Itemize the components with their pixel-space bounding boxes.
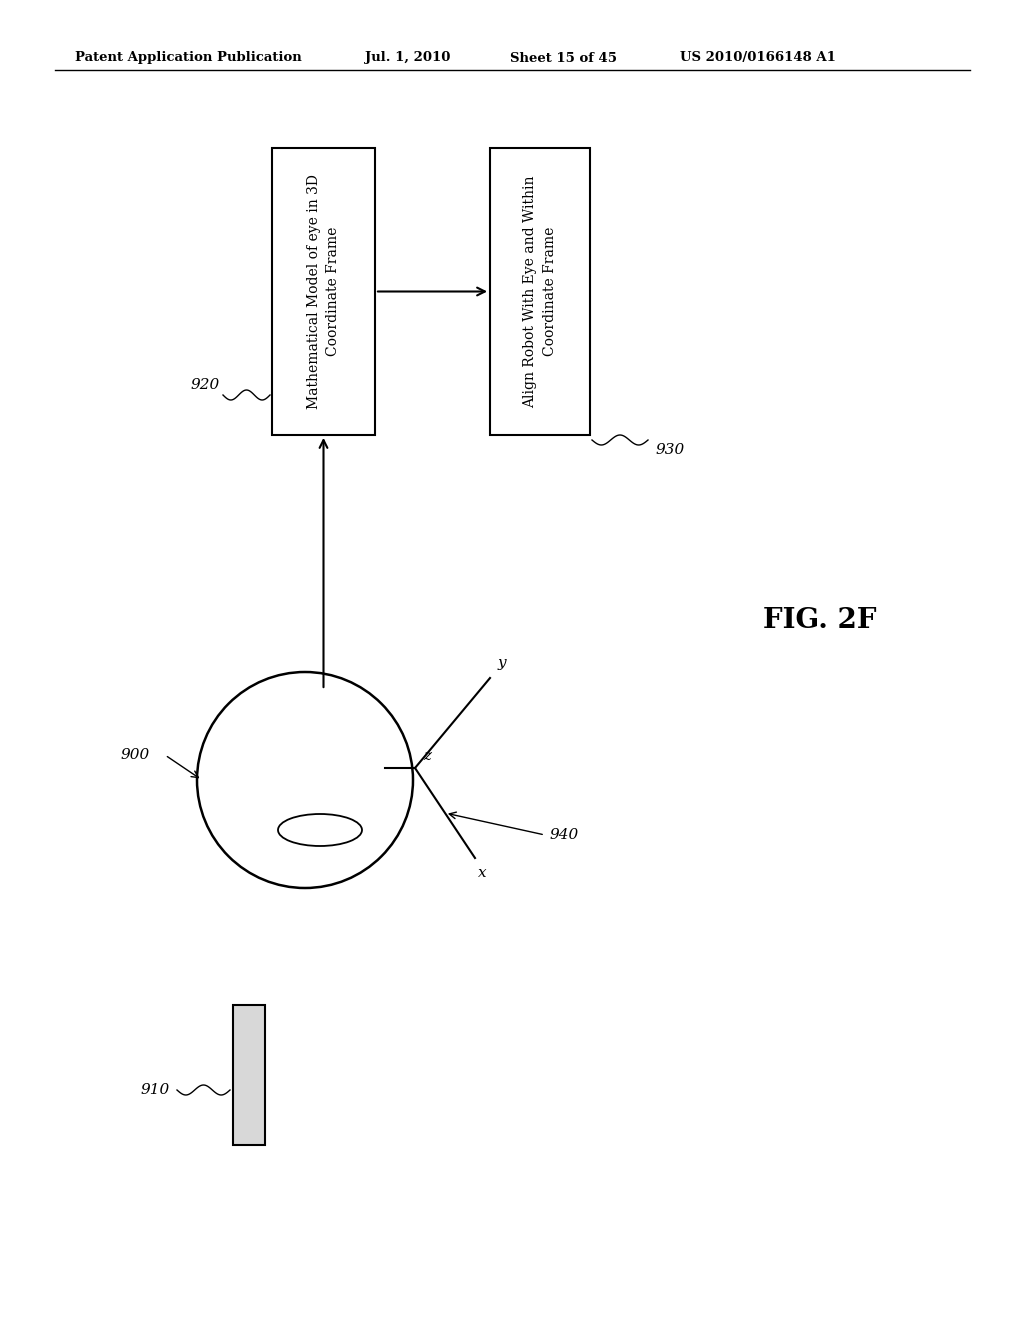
Bar: [272, 148, 375, 436]
Ellipse shape: [278, 814, 362, 846]
Text: Patent Application Publication: Patent Application Publication: [75, 51, 302, 65]
Text: x: x: [478, 866, 486, 880]
Text: Sheet 15 of 45: Sheet 15 of 45: [510, 51, 617, 65]
Text: z: z: [423, 748, 431, 763]
Text: 900: 900: [121, 748, 150, 762]
Text: FIG. 2F: FIG. 2F: [763, 606, 877, 634]
Text: Jul. 1, 2010: Jul. 1, 2010: [365, 51, 451, 65]
Circle shape: [197, 672, 413, 888]
Text: US 2010/0166148 A1: US 2010/0166148 A1: [680, 51, 836, 65]
Bar: [233, 1005, 265, 1144]
Text: y: y: [498, 656, 507, 671]
Text: 940: 940: [550, 828, 580, 842]
Text: 920: 920: [190, 378, 219, 392]
Text: Mathematical Model of eye in 3D
Coordinate Frame: Mathematical Model of eye in 3D Coordina…: [307, 174, 340, 409]
Text: 930: 930: [655, 444, 684, 457]
Text: Align Robot With Eye and Within
Coordinate Frame: Align Robot With Eye and Within Coordina…: [523, 176, 557, 408]
Bar: [490, 148, 590, 436]
Text: 910: 910: [140, 1082, 170, 1097]
